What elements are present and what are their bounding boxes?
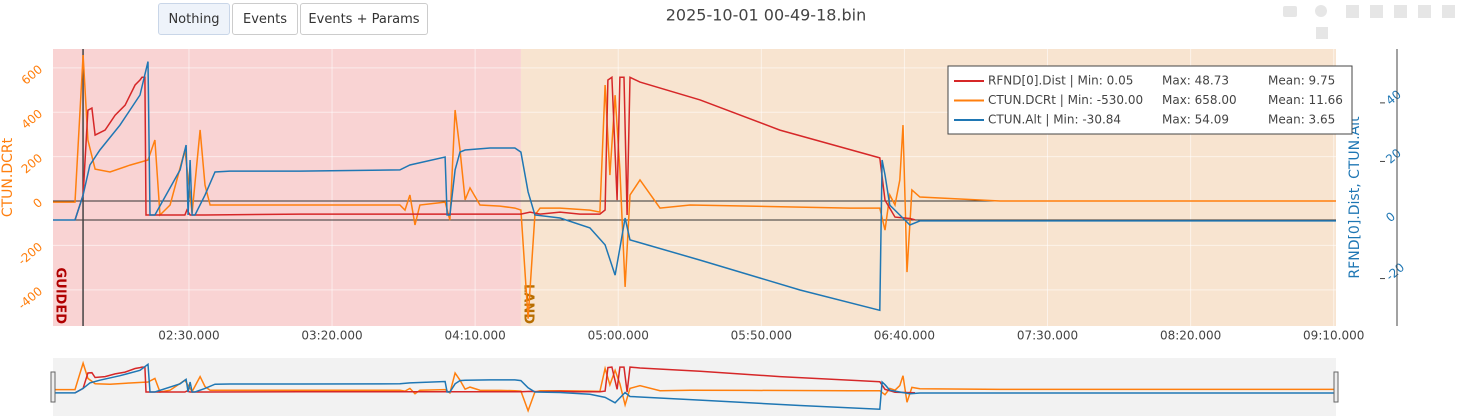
y2-tick-label: -20: [1383, 260, 1407, 283]
legend-label: Max: 48.73: [1162, 74, 1229, 88]
button-nothing[interactable]: Nothing: [158, 3, 230, 35]
chart-title: 2025-10-01 00-49-18.bin: [666, 6, 867, 25]
y2-tick-label: 20: [1383, 146, 1404, 167]
zoom-icon[interactable]: [1315, 5, 1327, 17]
legend-label: Mean: 9.75: [1268, 74, 1335, 88]
x-tick-label: 07:30.000: [1017, 329, 1078, 343]
x-tick-label: 02:30.000: [158, 329, 219, 343]
mode-label: LAND: [520, 284, 535, 324]
y-tick-label: -200: [15, 240, 45, 268]
y-axis-title: CTUN.DCRt: [0, 137, 16, 217]
legend-label: Max: 658.00: [1162, 93, 1237, 107]
mode-region: [53, 49, 521, 326]
slider-line: [53, 362, 1336, 410]
button-events-params[interactable]: Events + Params: [300, 3, 428, 35]
slider-handle[interactable]: [1333, 371, 1339, 403]
series-line: [74, 75, 916, 221]
autoscale-icon[interactable]: [1394, 5, 1407, 18]
x-tick-label: 05:50.000: [731, 329, 792, 343]
y2-axis-title: RFND[0].Dist, CTUN.Alt: [1347, 116, 1363, 279]
legend-label: RFND[0].Dist | Min: 0.05: [988, 74, 1133, 88]
y-tick-label: 0: [30, 195, 45, 211]
x-tick-label: 05:00.000: [588, 329, 649, 343]
y2-tick-label: 0: [1383, 209, 1398, 225]
legend-label: Mean: 11.66: [1268, 93, 1343, 107]
y2-tick-label: 40: [1383, 87, 1404, 108]
series-line: [53, 61, 1336, 312]
legend-label: Mean: 3.65: [1268, 113, 1335, 127]
y-tick-label: -400: [15, 284, 45, 312]
range-slider: [53, 358, 1336, 416]
legend-label: Max: 54.09: [1162, 113, 1229, 127]
y-tick-label: 600: [19, 62, 46, 87]
legend-box: [947, 65, 1353, 135]
slider-handle[interactable]: [50, 371, 56, 403]
x-tick-label: 09:10.000: [1303, 329, 1364, 343]
y-tick-label: 200: [19, 151, 46, 176]
mode-label: GUIDED: [53, 267, 68, 324]
zoom-out-icon[interactable]: [1370, 5, 1383, 18]
legend-label: CTUN.Alt | Min: -30.84: [988, 113, 1121, 127]
legend-label: CTUN.DCRt | Min: -530.00: [988, 93, 1143, 107]
x-tick-label: 06:40.000: [874, 329, 935, 343]
pan-icon[interactable]: [1316, 27, 1328, 39]
zoom-in-icon[interactable]: [1346, 5, 1359, 18]
spike-icon[interactable]: [1442, 5, 1455, 18]
x-tick-label: 03:20.000: [301, 329, 362, 343]
modebar: [1283, 5, 1455, 39]
home-icon[interactable]: [1418, 5, 1431, 18]
button-events[interactable]: Events: [232, 3, 298, 35]
x-tick-label: 08:20.000: [1160, 329, 1221, 343]
x-tick-label: 04:10.000: [444, 329, 505, 343]
camera-icon[interactable]: [1283, 6, 1297, 17]
slider-line: [74, 366, 916, 394]
y-tick-label: 400: [19, 107, 46, 132]
